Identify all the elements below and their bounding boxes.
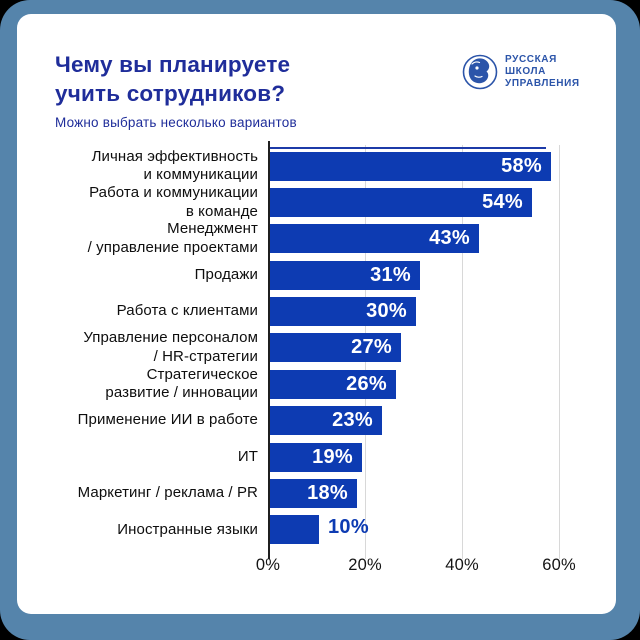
logo-text: РУССКАЯ ШКОЛА УПРАВЛЕНИЯ xyxy=(505,54,580,89)
bar: 18% xyxy=(270,478,357,508)
chart-row: Применение ИИ в работе 23% xyxy=(17,403,616,439)
tick-label-20: 20% xyxy=(348,556,382,574)
bar: 58% xyxy=(270,151,551,181)
bar-value-label: 19% xyxy=(312,445,353,468)
page-subtitle: Можно выбрать несколько вариантов xyxy=(55,115,297,130)
chart-row: Маркетинг / реклама / PR 18% xyxy=(17,475,616,511)
category-label: Личная эффективность и коммуникации xyxy=(91,147,258,184)
bar: 19% xyxy=(270,442,362,472)
bar-value-label: 10% xyxy=(328,516,369,539)
bar-track: 10% xyxy=(270,515,616,545)
tick-label-40: 40% xyxy=(445,556,479,574)
category-label: Управление персоналом / HR-стратегии xyxy=(83,329,258,365)
bar: 23% xyxy=(270,406,382,436)
category-label: Работа и коммуникации в команде xyxy=(89,184,258,220)
category-label: Продажи xyxy=(194,266,258,283)
chart-row: Менеджмент / управление проектами 43% xyxy=(17,220,616,257)
bar-value-label: 30% xyxy=(366,300,407,323)
bar-track: 54% xyxy=(270,188,616,218)
bar-value-label: 27% xyxy=(351,336,392,359)
chart-rows: Личная эффективность и коммуникации 58% Ра… xyxy=(17,148,616,548)
bar-track: 18% xyxy=(270,478,616,508)
bar xyxy=(270,515,319,545)
company-logo: РУССКАЯ ШКОЛА УПРАВЛЕНИЯ xyxy=(462,54,580,90)
bar-track: 58% xyxy=(270,151,616,181)
bar-value-label: 54% xyxy=(482,191,523,214)
bar-value-label: 58% xyxy=(501,154,542,177)
category-label: Менеджмент / управление проектами xyxy=(87,220,258,256)
chart-row: Работа с клиентами 30% xyxy=(17,293,616,329)
bar-value-label: 43% xyxy=(429,227,470,250)
chart-row: Стратегическое развитие / инновации 26% xyxy=(17,366,616,402)
chart-row: Управление персоналом / HR-стратегии 27% xyxy=(17,329,616,366)
bar: 31% xyxy=(270,260,420,290)
chart-row: Иностранные языки 10% xyxy=(17,512,616,548)
bar-track: 43% xyxy=(270,224,616,254)
content-card: Чему вы планируете учить сотрудников? Мо… xyxy=(17,14,616,614)
bar-value-label: 31% xyxy=(370,263,411,286)
tick-label-60: 60% xyxy=(542,556,576,574)
bar-value-label: 23% xyxy=(332,409,373,432)
bar-chart: Личная эффективность и коммуникации 58% Ра… xyxy=(17,141,616,574)
bar-track: 23% xyxy=(270,406,616,436)
x-axis-ticks: 0% 20% 40% 60% xyxy=(17,556,616,580)
bar: 30% xyxy=(270,297,416,327)
chart-row: Работа и коммуникации в команде 54% xyxy=(17,184,616,220)
bar-track: 19% xyxy=(270,442,616,472)
rsu-logo-icon xyxy=(462,54,498,90)
bar-track: 30% xyxy=(270,297,616,327)
bar: 26% xyxy=(270,369,396,399)
bar: 43% xyxy=(270,224,479,254)
bar-value-label: 26% xyxy=(346,372,387,395)
bar-track: 27% xyxy=(270,333,616,363)
category-label: Работа с клиентами xyxy=(116,302,258,320)
chart-row: ИТ 19% xyxy=(17,439,616,475)
bar-track: 26% xyxy=(270,369,616,399)
chart-row: Продажи 31% xyxy=(17,257,616,293)
page-title: Чему вы планируете учить сотрудников? xyxy=(55,52,291,106)
tick-label-0: 0% xyxy=(255,556,281,574)
category-label: Иностранные языки xyxy=(117,520,258,538)
category-label: Стратегическое развитие / инновации xyxy=(105,365,258,402)
category-label: Маркетинг / реклама / PR xyxy=(77,484,258,502)
bar: 27% xyxy=(270,333,401,363)
bar-track: 31% xyxy=(270,260,616,290)
bar: 54% xyxy=(270,188,532,218)
bar-value-label: 18% xyxy=(307,481,348,504)
category-label: ИТ xyxy=(237,447,258,465)
chart-row: Личная эффективность и коммуникации 58% xyxy=(17,148,616,184)
category-label: Применение ИИ в работе xyxy=(77,411,258,429)
